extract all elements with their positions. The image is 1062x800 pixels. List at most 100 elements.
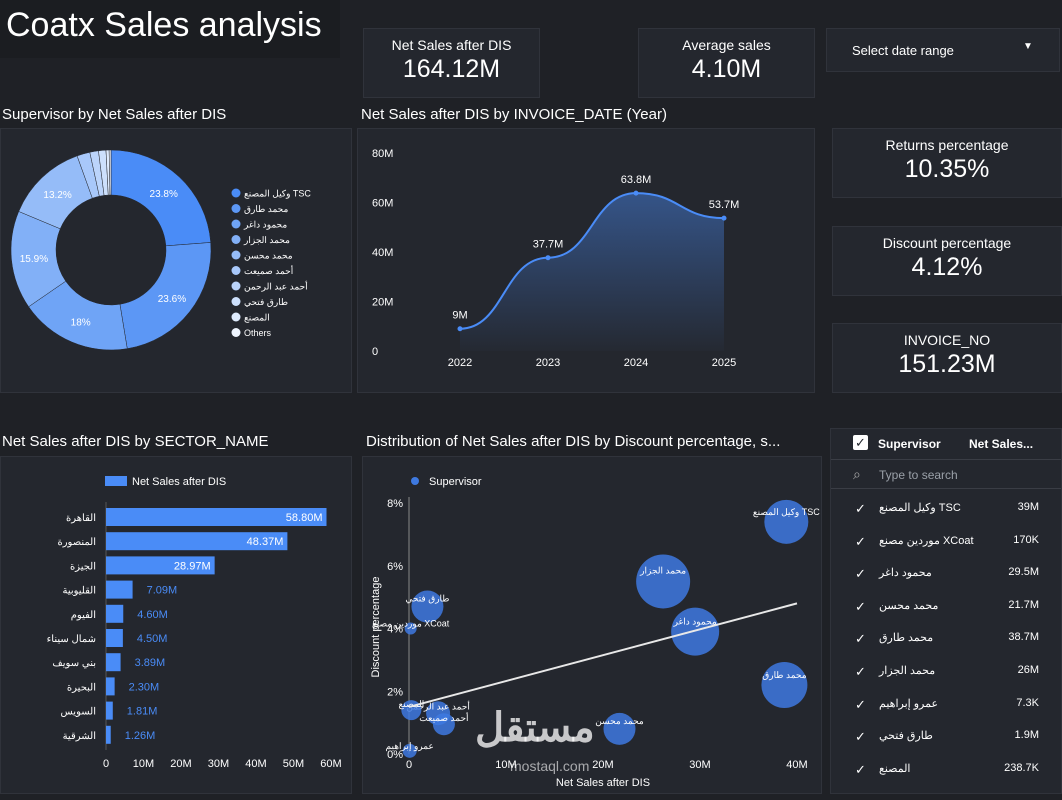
- kpi-average-sales-label: Average sales: [682, 37, 771, 53]
- search-input[interactable]: Type to search: [879, 468, 958, 482]
- kpi-returns: Returns percentage 10.35%: [832, 128, 1062, 198]
- legend-label: Others: [244, 328, 272, 338]
- kpi-net-sales-label: Net Sales after DIS: [391, 37, 512, 53]
- legend-dot: [231, 266, 241, 275]
- table-row[interactable]: ✓ المصنع 238.7K: [831, 754, 1061, 786]
- bar: [106, 701, 113, 720]
- table-row[interactable]: ✓ محمد الجزار 26M: [831, 656, 1061, 688]
- legend-label: Net Sales after DIS: [132, 476, 226, 488]
- date-range-label: Select date range: [852, 43, 954, 58]
- bar: [106, 653, 121, 672]
- table-row[interactable]: ✓ محمود داغر 29.5M: [831, 558, 1061, 590]
- donut-slice-label: 18%: [71, 317, 91, 328]
- bar-value-label: 48.37M: [247, 536, 284, 548]
- bar: [106, 556, 215, 575]
- y-tick-label: 4%: [387, 624, 403, 636]
- y-tick-label: 60M: [372, 198, 393, 210]
- data-label: 37.7M: [533, 239, 564, 251]
- kpi-invoice-value: 151.23M: [898, 350, 996, 378]
- search-icon: ⌕: [853, 466, 861, 482]
- donut-slice: [108, 149, 112, 196]
- x-tick-label: 10M: [133, 758, 154, 770]
- search-row[interactable]: ⌕ Type to search: [831, 462, 1061, 489]
- dashboard-title: Coatx Sales analysis: [6, 6, 322, 44]
- x-tick-label: 30M: [208, 758, 229, 770]
- x-tick-label: 20M: [592, 759, 613, 771]
- bubble-label: عمرو إبراهيم: [386, 741, 434, 752]
- legend-label: محمد محسن: [244, 251, 293, 262]
- legend-label: المصنع: [244, 313, 270, 324]
- x-tick-label: 2023: [536, 357, 560, 369]
- y-tick-label: 8%: [387, 498, 403, 510]
- bubble-label: محمود داغر: [673, 616, 717, 627]
- header-supervisor[interactable]: Supervisor: [878, 437, 941, 451]
- y-tick-label: 2%: [387, 686, 403, 698]
- row-net-sales-value: 29.5M: [1008, 566, 1039, 579]
- chevron-down-icon: ▼: [1023, 41, 1033, 52]
- category-label: السويس: [61, 707, 96, 718]
- x-tick-label: 0: [406, 759, 412, 771]
- bubble: [404, 622, 417, 635]
- bubble: [432, 713, 455, 736]
- line-section-title: Net Sales after DIS by INVOICE_DATE (Yea…: [361, 106, 667, 123]
- row-supervisor-name: محمد محسن: [879, 599, 939, 612]
- check-icon[interactable]: ✓: [855, 729, 866, 745]
- row-supervisor-name: موردين مصنع XCoat: [879, 534, 974, 547]
- bar-value-label: 1.81M: [127, 706, 158, 718]
- row-supervisor-name: طارق فتحي: [879, 730, 933, 743]
- table-row[interactable]: ✓ عمرو إبراهيم 7.3K: [831, 689, 1061, 721]
- bubble-label: موردين مصنع XCoat: [372, 619, 450, 630]
- data-point: [721, 215, 727, 221]
- bar-value-label: 2.30M: [129, 681, 160, 693]
- kpi-average-sales: Average sales 4.10M: [638, 28, 815, 98]
- check-icon[interactable]: ✓: [855, 533, 866, 549]
- row-net-sales-value: 7.3K: [1016, 696, 1039, 709]
- header-net-sales[interactable]: Net Sales...: [969, 437, 1034, 451]
- scatter-chart-card: Supervisor 0% 2% 4% 6% 8% 0 10M 20M 30M 40M Net Sal…: [362, 456, 822, 794]
- legend-label: وكيل المصنع TSC: [244, 189, 311, 200]
- data-label: 53.7M: [709, 199, 740, 211]
- check-icon[interactable]: ✓: [855, 631, 866, 647]
- x-tick-label: 0: [103, 758, 109, 770]
- table-row[interactable]: ✓ طارق فتحي 1.9M: [831, 721, 1061, 753]
- table-row[interactable]: ✓ موردين مصنع XCoat 170K: [831, 526, 1061, 558]
- donut-slice-label: 23.8%: [150, 189, 178, 200]
- bar: [106, 604, 124, 623]
- check-icon[interactable]: ✓: [855, 696, 866, 712]
- check-icon[interactable]: ✓: [855, 761, 866, 777]
- legend-dot: [231, 297, 241, 306]
- line-chart: 0 20M 40M 60M 80M 9M 2022 37.7M 2023 63.8M 2024 53.…: [372, 148, 740, 369]
- table-row[interactable]: ✓ محمد طارق 38.7M: [831, 623, 1061, 655]
- kpi-net-sales: Net Sales after DIS 164.12M: [363, 28, 540, 98]
- select-all-checkbox[interactable]: ✓: [853, 435, 868, 450]
- bar-section-title: Net Sales after DIS by SECTOR_NAME: [2, 433, 269, 450]
- bubble-label: محمد الجزار: [639, 565, 686, 576]
- check-icon[interactable]: ✓: [855, 501, 866, 516]
- kpi-net-sales-value: 164.12M: [402, 55, 501, 83]
- x-tick-label: 30M: [689, 759, 710, 771]
- y-tick-label: 80M: [372, 148, 393, 160]
- bar: [106, 629, 123, 647]
- bubble: [636, 554, 691, 609]
- x-tick-label: 60M: [320, 758, 341, 770]
- table-row[interactable]: ✓ وكيل المصنع TSC 39M: [831, 493, 1061, 525]
- table-row[interactable]: ✓ محمد محسن 21.7M: [831, 591, 1061, 623]
- area-fill: [460, 193, 724, 351]
- row-net-sales-value: 1.9M: [1014, 729, 1039, 742]
- check-icon[interactable]: ✓: [855, 664, 866, 679]
- y-tick-label: 0%: [387, 749, 403, 761]
- kpi-returns-value: 10.35%: [904, 155, 990, 183]
- legend-label: Supervisor: [429, 476, 482, 488]
- bubble-label: محمد محسن: [595, 716, 644, 727]
- legend-label: محمود داغر: [243, 220, 287, 231]
- bar-value-label: 58.80M: [286, 512, 323, 524]
- date-range-dropdown[interactable]: Select date range ▼: [826, 28, 1060, 72]
- legend-dot: [231, 235, 241, 244]
- row-net-sales-value: 39M: [1017, 501, 1039, 513]
- x-axis-title: Net Sales after DIS: [556, 777, 650, 789]
- check-icon[interactable]: ✓: [855, 566, 866, 582]
- bubble-label: المصنع: [398, 699, 424, 710]
- y-axis-title: Discount percentage: [370, 577, 382, 678]
- scatter-section-title: Distribution of Net Sales after DIS by D…: [366, 433, 781, 450]
- check-icon[interactable]: ✓: [855, 598, 866, 614]
